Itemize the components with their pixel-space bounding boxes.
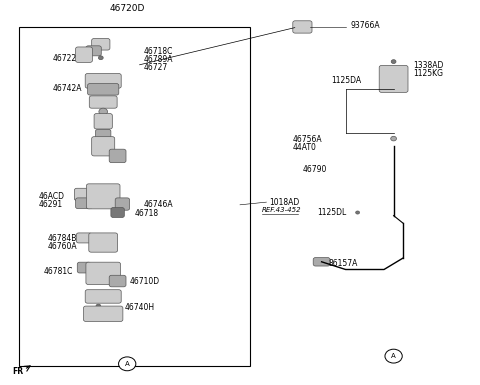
Text: 46710D: 46710D [130, 276, 160, 286]
Text: FR: FR [12, 367, 23, 376]
Text: 1018AD: 1018AD [269, 198, 299, 207]
Text: 46740H: 46740H [125, 303, 155, 313]
FancyBboxPatch shape [87, 84, 119, 95]
FancyBboxPatch shape [89, 96, 117, 108]
Text: 46760A: 46760A [48, 242, 78, 251]
FancyBboxPatch shape [92, 137, 115, 156]
Text: 46291: 46291 [38, 199, 62, 209]
Text: 46746A: 46746A [144, 200, 174, 209]
Text: 1125DA: 1125DA [331, 75, 361, 85]
Text: REF.43-452: REF.43-452 [262, 207, 301, 213]
FancyBboxPatch shape [85, 74, 121, 88]
Text: A: A [391, 353, 396, 359]
Text: 1125KG: 1125KG [413, 69, 443, 78]
FancyBboxPatch shape [86, 184, 120, 209]
Text: A: A [125, 361, 130, 367]
Circle shape [356, 211, 360, 214]
Text: 86157A: 86157A [329, 259, 358, 268]
Text: 46790: 46790 [302, 165, 327, 174]
FancyBboxPatch shape [86, 262, 120, 285]
Text: 93766A: 93766A [350, 20, 380, 30]
FancyBboxPatch shape [115, 198, 130, 210]
Text: 46742A: 46742A [53, 84, 82, 93]
FancyBboxPatch shape [85, 290, 121, 303]
Text: 46720D: 46720D [109, 5, 145, 13]
Text: 1125DL: 1125DL [317, 208, 346, 217]
FancyBboxPatch shape [86, 46, 101, 56]
FancyBboxPatch shape [92, 38, 110, 50]
FancyBboxPatch shape [84, 306, 123, 321]
FancyBboxPatch shape [313, 258, 330, 266]
Circle shape [99, 108, 108, 115]
Circle shape [391, 136, 396, 141]
Text: 46756A: 46756A [293, 135, 323, 144]
FancyBboxPatch shape [94, 114, 112, 129]
Text: 46718: 46718 [134, 209, 158, 218]
FancyBboxPatch shape [77, 262, 91, 273]
FancyBboxPatch shape [109, 149, 126, 163]
FancyBboxPatch shape [111, 208, 124, 218]
Circle shape [119, 357, 136, 371]
Text: 46ACD: 46ACD [38, 192, 64, 201]
Text: 46784B: 46784B [48, 234, 77, 243]
Bar [19, 27, 250, 366]
Circle shape [96, 304, 101, 308]
FancyBboxPatch shape [293, 21, 312, 33]
FancyBboxPatch shape [74, 188, 94, 201]
FancyBboxPatch shape [96, 129, 111, 140]
Text: 46781C: 46781C [43, 267, 72, 276]
FancyBboxPatch shape [109, 275, 126, 287]
Circle shape [385, 349, 402, 363]
FancyBboxPatch shape [75, 47, 92, 62]
Text: 46789A: 46789A [144, 55, 173, 64]
Text: 46718C: 46718C [144, 47, 173, 57]
Text: 44AT0: 44AT0 [293, 142, 317, 152]
Text: 1338AD: 1338AD [413, 61, 443, 70]
FancyBboxPatch shape [75, 198, 92, 209]
FancyBboxPatch shape [379, 65, 408, 92]
Text: 46727: 46727 [144, 63, 168, 72]
Text: 46722: 46722 [53, 54, 77, 63]
Circle shape [391, 60, 396, 64]
FancyBboxPatch shape [76, 233, 92, 243]
Circle shape [392, 68, 396, 71]
Circle shape [98, 56, 103, 60]
FancyBboxPatch shape [89, 233, 118, 252]
